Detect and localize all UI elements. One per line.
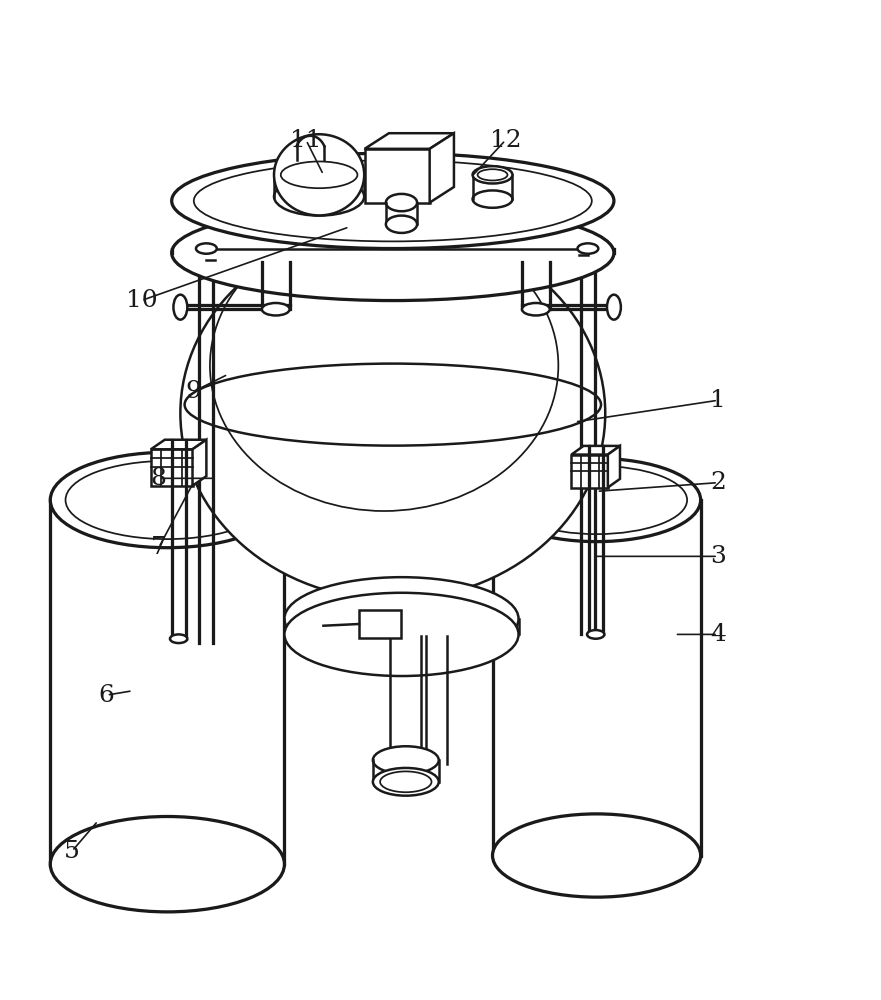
Ellipse shape — [373, 746, 439, 774]
Ellipse shape — [50, 452, 285, 548]
Polygon shape — [608, 446, 620, 488]
Ellipse shape — [607, 295, 621, 320]
Text: 12: 12 — [490, 129, 522, 152]
Ellipse shape — [492, 814, 700, 897]
Text: 3: 3 — [710, 545, 726, 568]
Ellipse shape — [386, 194, 417, 211]
Bar — [151, 449, 193, 486]
Text: 7: 7 — [151, 536, 167, 559]
Text: 4: 4 — [710, 623, 726, 646]
Ellipse shape — [196, 243, 217, 254]
Text: 5: 5 — [64, 840, 80, 863]
Text: 9: 9 — [185, 380, 202, 403]
Text: 6: 6 — [99, 684, 115, 707]
Ellipse shape — [181, 227, 605, 600]
Text: 2: 2 — [710, 471, 726, 494]
Ellipse shape — [373, 768, 439, 796]
Ellipse shape — [285, 593, 519, 676]
Ellipse shape — [172, 205, 614, 301]
Ellipse shape — [185, 364, 601, 446]
Ellipse shape — [522, 303, 550, 315]
Ellipse shape — [262, 303, 290, 315]
Bar — [365, 149, 430, 203]
Text: 10: 10 — [125, 289, 157, 312]
Ellipse shape — [50, 816, 285, 912]
Ellipse shape — [274, 134, 364, 215]
Polygon shape — [365, 133, 454, 149]
Polygon shape — [430, 133, 454, 203]
Polygon shape — [151, 440, 206, 449]
Ellipse shape — [285, 577, 519, 660]
Ellipse shape — [172, 153, 614, 249]
Bar — [572, 455, 608, 488]
Polygon shape — [572, 446, 620, 455]
Ellipse shape — [578, 243, 598, 254]
Ellipse shape — [587, 630, 604, 639]
Ellipse shape — [472, 190, 513, 208]
Ellipse shape — [492, 458, 700, 542]
Ellipse shape — [174, 295, 188, 320]
Polygon shape — [193, 440, 206, 486]
Ellipse shape — [170, 634, 188, 643]
Ellipse shape — [472, 166, 513, 184]
Text: 1: 1 — [710, 389, 726, 412]
Text: 8: 8 — [151, 467, 167, 490]
Text: 11: 11 — [291, 129, 322, 152]
Bar — [359, 610, 401, 638]
Ellipse shape — [386, 216, 417, 233]
Ellipse shape — [274, 177, 364, 216]
